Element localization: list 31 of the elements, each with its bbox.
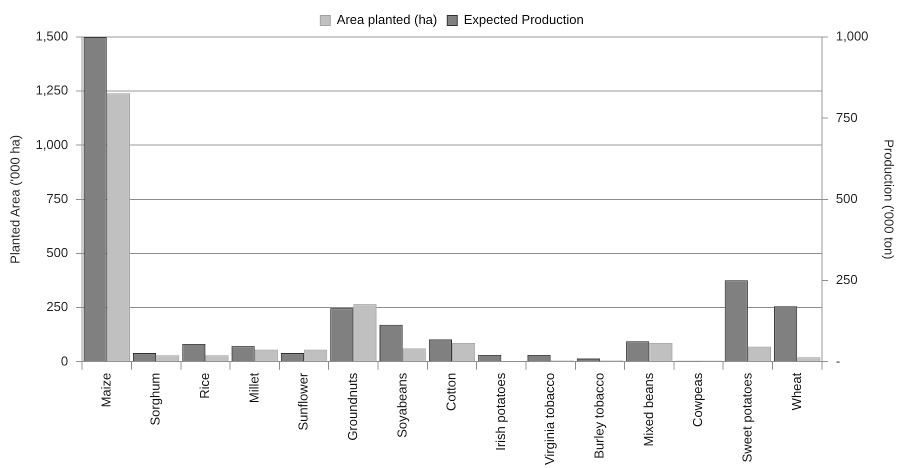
x-tick-label: Groundnuts — [344, 372, 360, 441]
legend-label: Expected Production — [464, 12, 584, 28]
x-tick-label: Burley tobacco — [592, 372, 607, 459]
legend-label: Area planted (ha) — [336, 12, 438, 28]
y-tick-label: 1,000 — [36, 136, 68, 152]
y-tick-label: 1,250 — [36, 82, 68, 98]
x-tick-label: Sweet potatoes — [739, 372, 754, 462]
x-tick-label: Wheat — [788, 372, 804, 410]
y2-tick-label: 750 — [836, 110, 858, 125]
y-axis-title: Planted Area ('000 ha) — [7, 134, 22, 264]
y2-tick-label: - — [836, 353, 840, 368]
x-tick-label: Mixed beans — [640, 372, 656, 446]
x-tick-label: Rice — [197, 372, 212, 399]
x-tick-label: Soyabeans — [394, 372, 410, 438]
y2-tick-label: 250 — [836, 272, 858, 288]
y-tick-label: 250 — [46, 299, 68, 314]
x-tick-label: Cotton — [444, 372, 459, 412]
y-tick-label: 750 — [46, 190, 68, 206]
x-tick-label: Sorghum — [148, 372, 163, 426]
x-tick-label: Maize — [98, 372, 114, 408]
x-tick-label: Cowpeas — [690, 372, 706, 427]
x-tick-label: Irish potatoes — [492, 372, 508, 451]
x-tick-label: Sunflower — [296, 372, 311, 431]
y2-tick-label: 1,000 — [836, 28, 868, 44]
x-tick-label: Virginia tobacco — [542, 372, 558, 465]
y-tick-label: 0 — [60, 353, 68, 368]
x-tick-label: Millet — [246, 372, 262, 404]
y-tick-label: 1,500 — [36, 28, 68, 44]
y2-tick-label: 500 — [836, 190, 858, 206]
y2-axis-title: Production ('000 ton) — [882, 139, 897, 260]
y-tick-label: 500 — [46, 245, 68, 260]
